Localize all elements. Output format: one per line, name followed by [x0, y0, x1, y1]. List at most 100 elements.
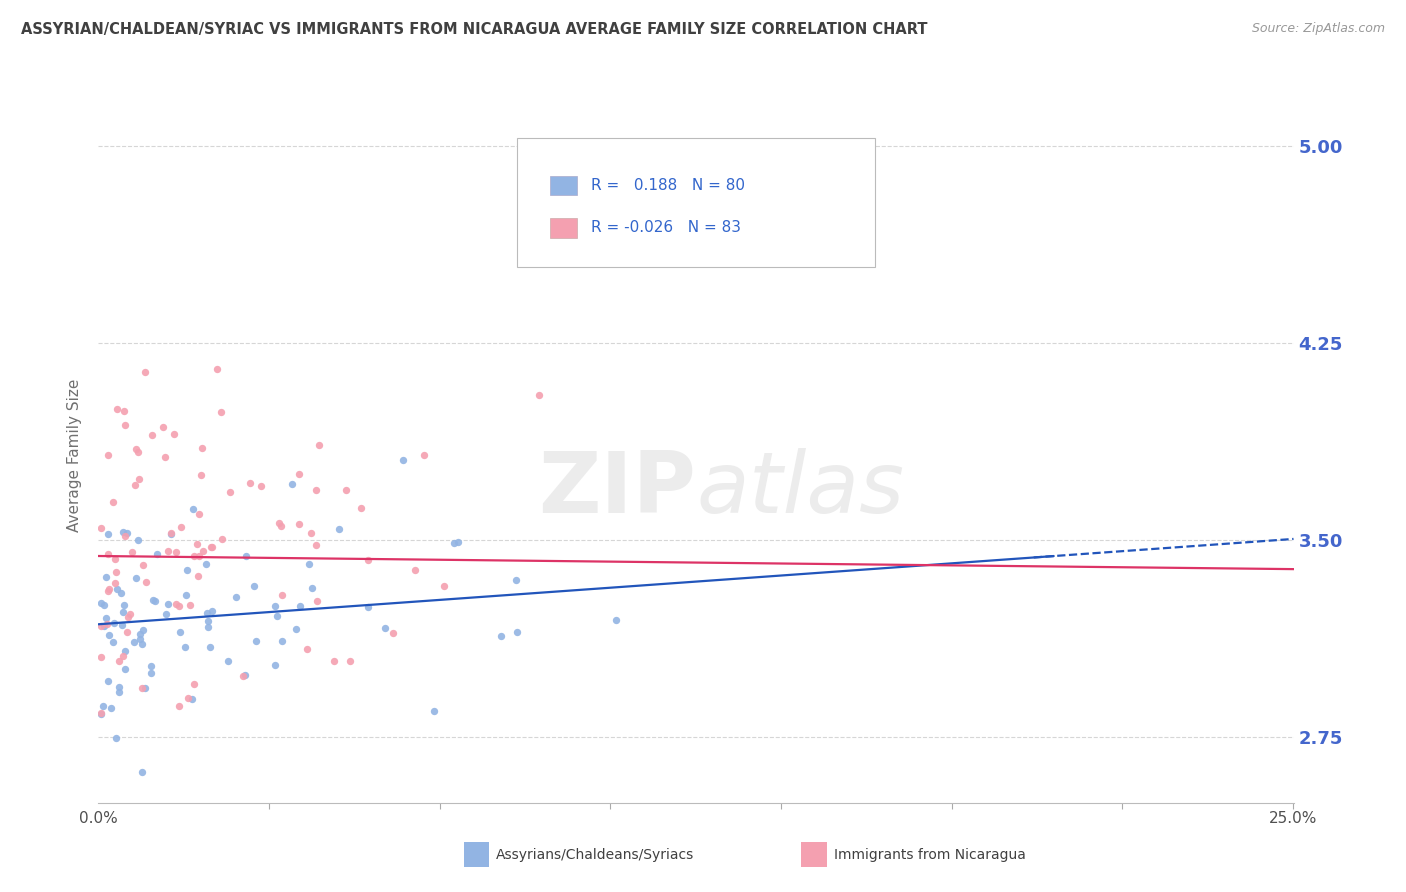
Point — [131, 558, 153, 572]
Point — [93, 619, 115, 633]
Text: R =   0.188   N = 80: R = 0.188 N = 80 — [592, 178, 745, 193]
Point — [270, 519, 292, 533]
Point — [90, 649, 112, 664]
Point — [90, 706, 112, 721]
Point — [114, 529, 136, 543]
Point — [156, 597, 179, 611]
Point — [115, 624, 138, 639]
Point — [97, 584, 120, 599]
Point — [245, 633, 267, 648]
Point — [529, 387, 551, 401]
Point — [97, 547, 120, 561]
Point — [181, 691, 204, 706]
Point — [181, 501, 204, 516]
Text: ASSYRIAN/CHALDEAN/SYRIAC VS IMMIGRANTS FROM NICARAGUA AVERAGE FAMILY SIZE CORREL: ASSYRIAN/CHALDEAN/SYRIAC VS IMMIGRANTS F… — [21, 22, 928, 37]
Point — [104, 552, 127, 566]
Point — [107, 680, 129, 694]
Point — [112, 404, 135, 418]
Point — [115, 526, 138, 541]
Point — [284, 622, 307, 636]
Point — [194, 557, 217, 571]
Point — [350, 500, 373, 515]
Point — [141, 666, 163, 681]
Point — [187, 569, 209, 583]
Point — [173, 640, 195, 654]
Point — [125, 571, 148, 585]
Point — [127, 444, 149, 458]
Point — [404, 563, 426, 577]
Point — [107, 685, 129, 699]
Point — [443, 536, 465, 550]
Point — [169, 625, 191, 640]
Point — [97, 582, 120, 596]
Point — [270, 588, 292, 602]
Text: Source: ZipAtlas.com: Source: ZipAtlas.com — [1251, 22, 1385, 36]
Point — [111, 617, 134, 632]
Point — [90, 619, 112, 633]
Point — [505, 573, 527, 587]
Point — [433, 579, 456, 593]
Point — [225, 591, 247, 605]
Point — [307, 593, 329, 607]
Point — [207, 362, 229, 376]
Point — [101, 495, 124, 509]
Point — [167, 599, 190, 614]
Point — [605, 613, 627, 627]
Point — [169, 520, 191, 534]
Point — [263, 657, 285, 672]
Point — [134, 681, 156, 696]
Point — [357, 553, 380, 567]
Point — [422, 704, 444, 718]
Point — [97, 527, 120, 541]
Point — [281, 477, 304, 491]
Point — [118, 607, 141, 621]
Point — [146, 547, 169, 561]
Point — [135, 574, 157, 589]
Point — [114, 598, 136, 612]
Point — [111, 525, 134, 540]
Point — [101, 635, 124, 649]
Point — [127, 533, 149, 548]
Point — [91, 698, 114, 713]
Point — [176, 690, 198, 705]
Point — [392, 453, 415, 467]
Point — [114, 418, 136, 433]
Point — [90, 521, 112, 535]
Point — [155, 607, 177, 622]
Point — [374, 621, 396, 635]
Point — [447, 535, 470, 549]
Point — [97, 448, 120, 462]
Point — [288, 467, 311, 482]
Point — [271, 634, 294, 648]
Point — [114, 644, 136, 658]
Point — [160, 526, 183, 541]
Point — [167, 699, 190, 714]
Point — [323, 654, 346, 668]
FancyBboxPatch shape — [517, 138, 875, 267]
Point — [103, 615, 125, 630]
Point — [111, 606, 134, 620]
Point — [131, 765, 153, 780]
Point — [356, 599, 378, 614]
Point — [141, 658, 163, 673]
Point — [152, 419, 174, 434]
Point — [117, 610, 139, 624]
Point — [125, 442, 148, 456]
Point — [197, 614, 219, 628]
Point — [301, 581, 323, 595]
Text: Immigrants from Nicaragua: Immigrants from Nicaragua — [834, 847, 1025, 862]
Point — [218, 485, 240, 500]
Point — [90, 596, 112, 610]
Point — [132, 624, 155, 638]
Point — [128, 472, 150, 486]
Point — [412, 448, 434, 462]
Point — [308, 438, 330, 452]
Point — [104, 575, 127, 590]
Point — [96, 616, 118, 631]
Point — [200, 540, 222, 554]
Point — [124, 477, 146, 491]
Point — [111, 649, 134, 664]
Point — [186, 537, 208, 551]
Point — [131, 681, 153, 695]
Point — [211, 532, 233, 546]
